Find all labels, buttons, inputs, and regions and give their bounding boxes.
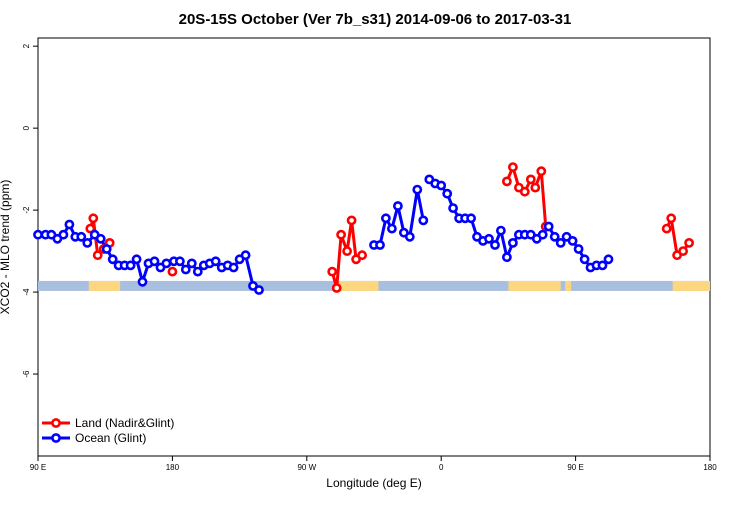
x-tick-label: 180 bbox=[166, 463, 180, 472]
data-point bbox=[331, 283, 342, 293]
data-point bbox=[85, 223, 96, 234]
data-point bbox=[342, 246, 352, 256]
legend-label: Ocean (Glint) bbox=[75, 431, 146, 445]
data-point bbox=[33, 229, 43, 240]
data-point bbox=[466, 213, 476, 224]
data-point bbox=[58, 229, 69, 240]
data-point bbox=[549, 231, 560, 242]
data-point bbox=[678, 246, 688, 256]
data-point bbox=[131, 254, 142, 265]
data-point bbox=[137, 276, 148, 287]
data-point bbox=[92, 250, 103, 261]
data-point bbox=[357, 250, 367, 261]
x-tick-label: 90 W bbox=[297, 463, 316, 472]
data-point bbox=[88, 213, 99, 224]
land-band bbox=[565, 280, 572, 291]
data-point bbox=[82, 237, 93, 248]
data-point bbox=[240, 250, 251, 261]
land-band bbox=[333, 280, 379, 291]
data-point bbox=[501, 176, 512, 187]
land-band bbox=[672, 280, 710, 291]
data-point bbox=[167, 266, 178, 277]
data-point bbox=[186, 258, 197, 269]
data-point bbox=[666, 213, 677, 224]
data-point bbox=[508, 162, 518, 172]
data-point bbox=[64, 219, 75, 230]
data-point bbox=[597, 260, 608, 271]
data-point bbox=[125, 260, 136, 271]
y-tick-label: -2 bbox=[22, 206, 31, 214]
data-point bbox=[386, 223, 397, 234]
data-point bbox=[228, 262, 239, 273]
data-point bbox=[603, 254, 614, 265]
y-axis-label: XCO2 - MLO trend (ppm) bbox=[0, 180, 12, 315]
data-point bbox=[661, 223, 672, 234]
data-point bbox=[436, 180, 447, 191]
data-point bbox=[327, 266, 338, 277]
data-point bbox=[161, 258, 172, 269]
x-tick-label: 90 E bbox=[30, 463, 46, 472]
data-point bbox=[418, 215, 429, 226]
data-point bbox=[254, 285, 264, 295]
data-point bbox=[392, 201, 403, 211]
data-point bbox=[336, 229, 346, 240]
land-band bbox=[508, 280, 561, 291]
data-point bbox=[573, 244, 584, 254]
x-tick-label: 0 bbox=[439, 463, 444, 472]
legend-marker bbox=[51, 433, 61, 443]
x-axis-label: Longitude (deg E) bbox=[326, 476, 421, 490]
series-line bbox=[428, 178, 610, 269]
y-tick-label: -6 bbox=[22, 370, 31, 378]
y-tick-label: 2 bbox=[22, 43, 31, 48]
data-point bbox=[192, 266, 203, 277]
series-layer bbox=[33, 162, 694, 295]
y-tick-label: -4 bbox=[22, 288, 31, 296]
data-point bbox=[76, 231, 87, 242]
plot-frame bbox=[37, 37, 711, 457]
data-point bbox=[149, 256, 160, 267]
data-point bbox=[537, 229, 548, 240]
data-point bbox=[536, 166, 547, 177]
legend-label: Land (Nadir&Glint) bbox=[75, 416, 174, 430]
data-point bbox=[684, 237, 694, 248]
land-ocean-mask bbox=[38, 280, 710, 291]
chart-title: 20S-15S October (Ver 7b_s31) 2014-09-06 … bbox=[179, 11, 572, 28]
data-point bbox=[412, 184, 423, 195]
data-point bbox=[210, 256, 221, 267]
legend-marker bbox=[51, 418, 61, 428]
data-point bbox=[346, 215, 357, 226]
data-point bbox=[442, 188, 453, 199]
data-point bbox=[579, 254, 590, 265]
y-tick-label: 0 bbox=[22, 125, 31, 130]
data-point bbox=[380, 213, 391, 224]
series-line bbox=[505, 165, 548, 227]
data-point bbox=[495, 225, 506, 236]
data-point bbox=[567, 235, 578, 246]
y-axis: 2 0 -2 -4 -6 bbox=[22, 43, 38, 378]
x-tick-label: 90 E bbox=[567, 463, 583, 472]
data-point bbox=[375, 240, 385, 250]
data-point bbox=[404, 231, 415, 242]
data-point bbox=[525, 174, 536, 185]
data-point bbox=[484, 233, 494, 244]
x-axis: 90 E 180 90 W 0 90 E 180 bbox=[30, 456, 717, 472]
data-point bbox=[555, 237, 566, 248]
data-point bbox=[101, 244, 112, 254]
legend: Land (Nadir&Glint)Ocean (Glint) bbox=[42, 416, 174, 445]
data-point bbox=[107, 254, 118, 265]
data-point bbox=[180, 264, 191, 275]
data-point bbox=[448, 203, 458, 213]
land-band bbox=[88, 280, 121, 291]
data-point bbox=[508, 237, 518, 248]
data-point bbox=[530, 182, 541, 193]
data-point bbox=[519, 186, 530, 197]
data-point bbox=[95, 233, 106, 244]
data-point bbox=[174, 256, 185, 267]
data-point bbox=[501, 252, 512, 263]
x-tick-label: 180 bbox=[703, 463, 717, 472]
data-point bbox=[543, 221, 554, 232]
data-point bbox=[490, 240, 500, 250]
